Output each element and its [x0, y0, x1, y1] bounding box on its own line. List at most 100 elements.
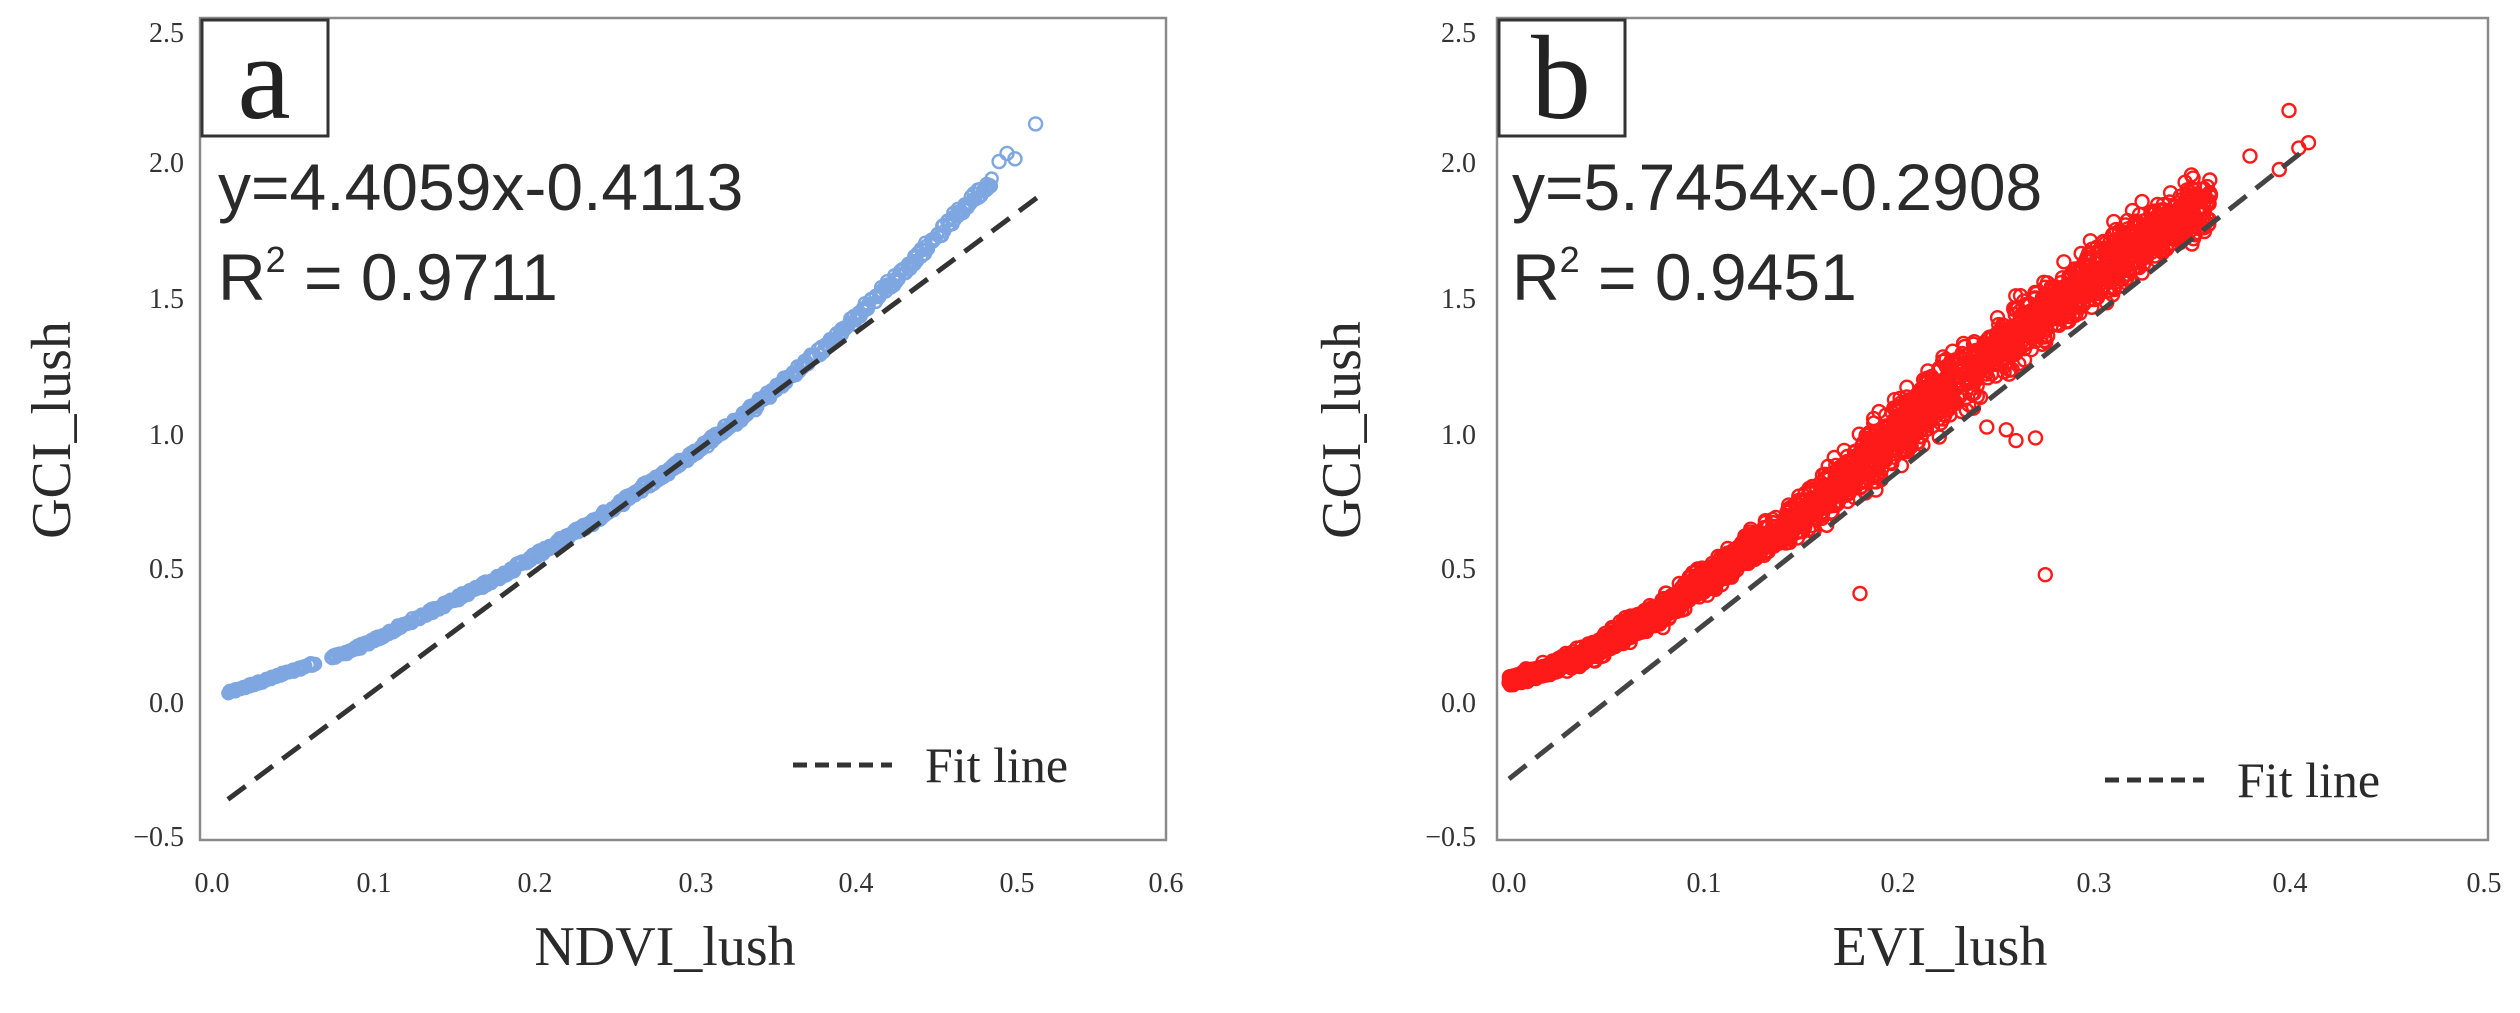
- panel-b-y-axis-title: GCI_lush: [1311, 321, 1373, 539]
- data-point: [2115, 226, 2131, 242]
- panel-b-ytick-label: 2.5: [1441, 18, 1476, 49]
- panel-b-ytick-label: 2.0: [1441, 148, 1476, 179]
- data-point: [1701, 580, 1718, 597]
- panel-b-xtick-label: 0.1: [1687, 868, 1722, 899]
- data-point: [1803, 491, 1819, 507]
- data-point: [1007, 151, 1023, 167]
- data-point: [1998, 422, 2015, 438]
- data-point: [2187, 195, 2204, 212]
- panel-a-equation: y=4.4059x-0.4113: [218, 150, 743, 224]
- data-point: [861, 299, 876, 314]
- data-point: [1751, 536, 1767, 552]
- panel-a-xtick-label: 0.4: [839, 868, 874, 899]
- data-point: [2004, 326, 2021, 342]
- data-point: [2073, 245, 2089, 262]
- data-point: [1828, 457, 1844, 474]
- data-point: [1955, 366, 1971, 382]
- data-point: [1658, 597, 1675, 613]
- panel-b-xtick-label: 0.5: [2467, 868, 2502, 899]
- panel-a-legend-label: Fit line: [925, 737, 1068, 793]
- data-point: [2143, 206, 2160, 222]
- data-point: [1672, 583, 1689, 599]
- panel-b-xtick-label: 0.3: [2077, 868, 2112, 899]
- panel-b-xtick-label: 0.4: [2273, 868, 2308, 899]
- data-point: [1884, 455, 1900, 472]
- data-point: [1599, 632, 1616, 649]
- data-point: [2164, 212, 2180, 228]
- data-point: [1780, 512, 1797, 529]
- data-point: [1898, 393, 1914, 410]
- panel-b-x-axis-title: EVI_lush: [1833, 916, 2048, 978]
- panel-a-label-box: [200, 18, 330, 138]
- data-point: [1820, 458, 1836, 474]
- data-point: [1938, 351, 1954, 367]
- data-point: [1690, 582, 1707, 598]
- panel-a-xtick-label: 0.5: [1000, 868, 1035, 899]
- data-point: [1980, 331, 1996, 347]
- data-point: [1999, 326, 2015, 342]
- data-point: [2202, 188, 2218, 205]
- data-point: [2162, 185, 2179, 201]
- data-point: [1805, 510, 1822, 527]
- data-point: [2134, 219, 2151, 236]
- panel-b-ytick-label: 0.5: [1441, 554, 1476, 585]
- data-point: [1691, 589, 1708, 605]
- data-point: [1853, 445, 1870, 461]
- data-point: [2200, 217, 2216, 233]
- data-point: [1795, 493, 1811, 510]
- data-point: [2114, 234, 2131, 250]
- data-point: [2096, 264, 2112, 280]
- data-point: [1804, 501, 1821, 517]
- panel-a-r2: R2 = 0.9711: [218, 239, 558, 314]
- panel-a-ytick-label: 2.0: [149, 148, 184, 179]
- data-point: [1027, 116, 1044, 132]
- data-point: [1630, 621, 1646, 637]
- data-point: [2000, 345, 2016, 362]
- panel-b-legend-label: Fit line: [2237, 752, 2380, 808]
- data-point: [1868, 482, 1884, 498]
- data-point: [1614, 619, 1630, 636]
- data-point: [1874, 446, 1890, 463]
- panel-a-ytick-label: 2.5: [149, 18, 184, 49]
- data-point: [2043, 282, 2059, 298]
- data-point: [1794, 524, 1811, 540]
- data-point: [1735, 535, 1752, 551]
- panel-b-points: [1501, 102, 2317, 693]
- panel-b-label: b: [1531, 11, 1591, 144]
- data-point: [2281, 102, 2297, 119]
- data-point: [2058, 291, 2075, 307]
- data-point: [1928, 404, 1944, 421]
- panel-a-xtick-label: 0.6: [1149, 868, 1184, 899]
- panel-a-xtick-label: 0.0: [195, 868, 230, 899]
- data-point: [1824, 505, 1840, 521]
- data-point: [2037, 294, 2054, 311]
- panel-b-ytick-label: 1.0: [1441, 420, 1476, 451]
- data-point: [1757, 513, 1774, 529]
- data-point: [2111, 278, 2128, 294]
- panel-a-ytick-label: 1.5: [149, 284, 184, 315]
- data-point: [2183, 167, 2200, 183]
- data-point: [1851, 426, 1868, 442]
- panel-a-y-axis-title: GCI_lush: [21, 321, 83, 539]
- data-point: [2016, 305, 2033, 321]
- data-point: [1852, 585, 1868, 602]
- data-point: [2072, 305, 2088, 321]
- panel-a-xtick-label: 0.2: [518, 868, 553, 899]
- panel-a-ytick-label: 1.0: [149, 420, 184, 451]
- data-point: [2037, 567, 2054, 583]
- data-point: [1878, 420, 1894, 436]
- data-point: [1911, 407, 1928, 423]
- data-point: [2110, 267, 2126, 283]
- data-point: [2152, 238, 2168, 254]
- data-point: [1924, 377, 1941, 393]
- data-point: [2142, 233, 2159, 250]
- data-point: [2164, 229, 2181, 245]
- data-point: [2008, 432, 2024, 449]
- data-point: [1820, 487, 1837, 504]
- data-point: [1918, 421, 1935, 438]
- panel-a-xtick-label: 0.1: [357, 868, 392, 899]
- data-point: [2028, 285, 2044, 302]
- panel-a-label: a: [237, 11, 290, 144]
- data-point: [1858, 458, 1875, 475]
